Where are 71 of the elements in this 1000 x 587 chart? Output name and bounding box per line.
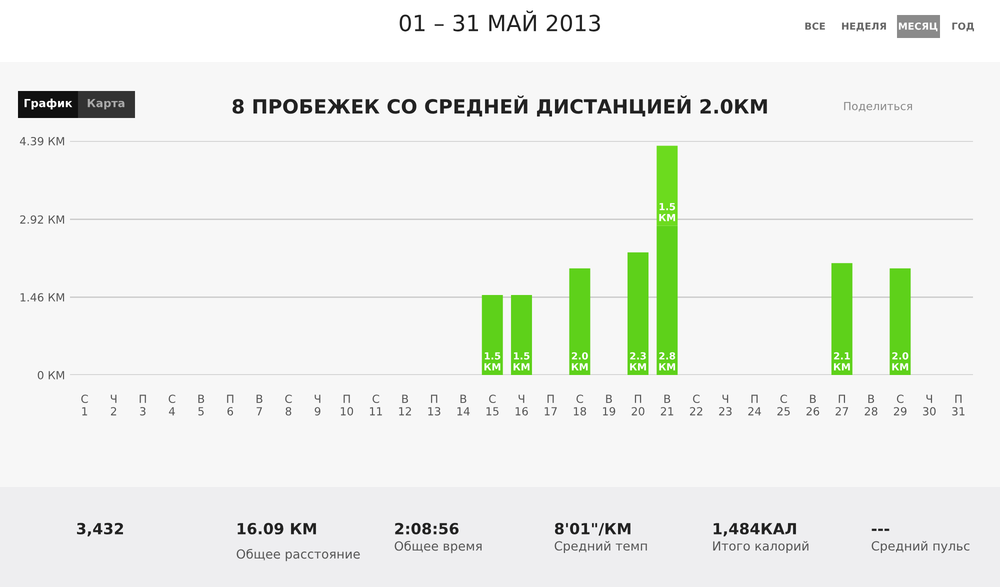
x-tick-label: П 27 <box>836 394 848 416</box>
x-tick-label: С 25 <box>777 394 790 416</box>
x-tick-label: Ч 2 <box>110 394 116 416</box>
x-tick-label: П 20 <box>632 394 644 416</box>
bar <box>569 268 590 375</box>
x-tick-label: Ч 16 <box>516 394 528 416</box>
text: НЕДЕЛЯ <box>842 22 886 32</box>
x-tick-label: С 15 <box>486 394 498 416</box>
text: ГОД <box>952 22 974 32</box>
data-label: 2.8 КМ <box>659 352 676 370</box>
x-tick-label: С 8 <box>285 394 292 416</box>
text: Общее время <box>394 540 482 554</box>
text: Средний пульс <box>872 541 970 554</box>
x-tick-label: В 26 <box>806 394 820 416</box>
x-tick-label: В 12 <box>399 394 411 416</box>
y-tick-label: 1.46 КМ <box>20 293 64 302</box>
bar <box>656 226 678 375</box>
data-label: 1.5 КМ <box>659 203 676 222</box>
text: Итого калорий <box>713 541 808 554</box>
text: 16.09 КМ <box>238 522 316 534</box>
x-tick-label: С 18 <box>574 394 586 416</box>
bar <box>831 263 852 375</box>
x-tick-label: П 10 <box>340 394 354 416</box>
text: График <box>24 98 72 110</box>
x-tick-label: В 7 <box>256 394 262 416</box>
x-tick-label: В 5 <box>198 394 204 416</box>
text: Карта <box>88 98 124 110</box>
x-tick-label: Ч 9 <box>314 394 320 416</box>
data-label: 1.5 КМ <box>484 352 500 370</box>
x-tick-label: П 17 <box>544 394 557 416</box>
chart-title: 8 ПРОБЕЖЕК СО СРЕДНЕЙ ДИСТАНЦИЕЙ 2.0КМ <box>232 95 767 117</box>
x-tick-label: П 24 <box>748 394 761 416</box>
text: ВСЕ <box>805 22 825 30</box>
x-tick-label: В 28 <box>864 394 878 416</box>
x-tick-label: В 19 <box>603 394 616 416</box>
text: Поделиться <box>844 102 912 112</box>
x-tick-label: В 21 <box>660 394 674 416</box>
bar <box>482 295 503 375</box>
data-label: 2.0 КМ <box>892 352 908 370</box>
text: 8'01"/КМ <box>554 522 630 536</box>
bar <box>656 146 678 226</box>
bar <box>511 295 532 375</box>
y-tick-label: 4.39 КМ <box>20 136 64 146</box>
x-tick-label: С 1 <box>81 394 88 416</box>
text: 1,484КАЛ <box>714 522 796 536</box>
x-tick-label: Ч 23 <box>719 394 732 416</box>
x-tick-label: Ч 30 <box>923 394 936 416</box>
data-label: 1.5 КМ <box>514 352 530 370</box>
x-tick-label: П 6 <box>227 394 234 416</box>
x-tick-label: П 13 <box>428 394 440 416</box>
bar <box>890 268 911 375</box>
y-tick-label: 0 КМ <box>38 370 64 380</box>
x-tick-label: С 22 <box>690 394 702 416</box>
text: Общее расстояние <box>236 548 360 562</box>
text: 2:08:56 <box>395 522 459 534</box>
data-label: 2.3 КМ <box>630 352 646 370</box>
x-tick-label: П 31 <box>952 394 964 416</box>
text: Средний темп <box>554 541 647 554</box>
data-label: 2.0 КМ <box>572 352 588 370</box>
text: МЕСЯЦ <box>898 22 938 32</box>
text: 3,432 <box>77 522 123 536</box>
bar <box>628 252 649 375</box>
chart-subtitle: 01 – 31 МАЙ 2013 <box>400 10 600 32</box>
y-tick-label: 2.92 КМ <box>20 215 64 224</box>
text: --- <box>872 528 890 531</box>
x-tick-label: С 29 <box>894 394 906 416</box>
x-tick-label: В 14 <box>457 394 470 416</box>
x-tick-label: С 11 <box>370 394 382 416</box>
x-tick-label: П 3 <box>140 394 146 416</box>
data-label: 2.1 КМ <box>834 352 850 370</box>
x-tick-label: С 4 <box>168 394 176 416</box>
